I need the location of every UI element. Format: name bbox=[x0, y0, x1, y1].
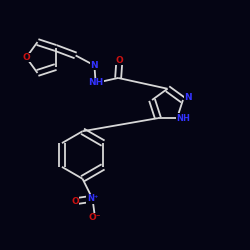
Text: O: O bbox=[22, 53, 30, 62]
Text: NH: NH bbox=[176, 114, 190, 123]
Text: N⁺: N⁺ bbox=[87, 194, 98, 203]
Text: O⁻: O⁻ bbox=[89, 213, 101, 222]
Text: O: O bbox=[71, 197, 79, 206]
Text: N: N bbox=[90, 61, 98, 70]
Text: O: O bbox=[116, 56, 123, 65]
Text: N: N bbox=[184, 93, 192, 102]
Text: NH: NH bbox=[88, 78, 103, 88]
